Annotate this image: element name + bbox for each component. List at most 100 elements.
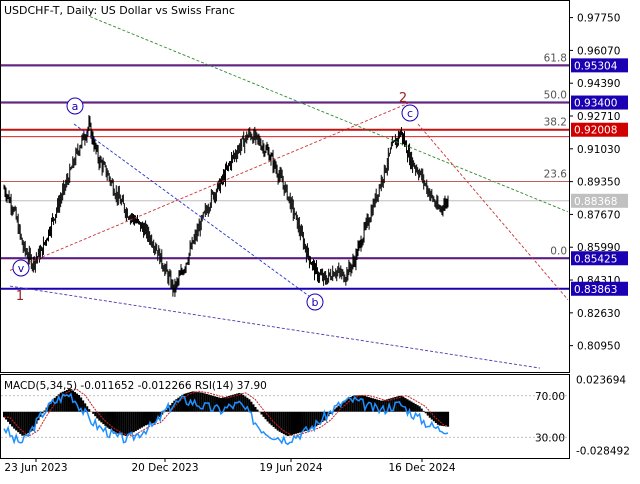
price-tag-label: 0.92008 xyxy=(574,125,617,137)
macd-bar xyxy=(423,411,425,412)
macd-bar xyxy=(431,412,433,420)
header-separator: , xyxy=(59,4,66,17)
macd-bar xyxy=(267,412,269,422)
macd-bar xyxy=(27,412,29,433)
macd-bar xyxy=(435,412,437,423)
fib-label: 0.0 xyxy=(550,245,567,257)
macd-tick-label: -0.028492 xyxy=(576,446,630,458)
macd-bar xyxy=(133,412,135,432)
macd-bar xyxy=(402,397,404,412)
wave-label: 1 xyxy=(16,289,24,304)
price-tag-label: 0.93400 xyxy=(574,98,617,110)
macd-bar xyxy=(19,412,21,434)
macd-bar xyxy=(417,405,419,412)
macd-bar xyxy=(198,392,200,412)
macd-bar xyxy=(447,412,449,427)
rsi-tick-label: 30.00 xyxy=(535,432,565,444)
macd-bar xyxy=(139,412,141,429)
macd-bar xyxy=(263,412,265,417)
macd-bar xyxy=(291,412,293,435)
macd-bar xyxy=(415,404,417,412)
macd-bar xyxy=(104,412,106,426)
fib-label: 50.0 xyxy=(544,90,567,102)
y-tick-label: 0.94390 xyxy=(577,78,620,90)
macd-bar xyxy=(123,412,125,436)
macd-bar xyxy=(11,412,13,427)
macd-bar xyxy=(250,402,252,412)
macd-bar xyxy=(358,395,360,411)
wave-label: v xyxy=(18,262,25,275)
macd-bar xyxy=(42,412,44,414)
fib-label: 23.6 xyxy=(544,169,568,181)
macd-bar xyxy=(427,412,429,416)
macd-bar xyxy=(411,402,413,412)
macd-bar xyxy=(106,412,108,428)
macd-bar xyxy=(277,412,279,431)
y-tick-label: 0.96070 xyxy=(577,45,620,57)
price-tag-label: 0.88368 xyxy=(574,196,617,208)
macd-bar xyxy=(439,412,441,426)
macd-bar xyxy=(68,389,70,412)
timeframe-text: Daily xyxy=(66,4,94,17)
y-tick-label: 0.97750 xyxy=(577,13,620,25)
macd-bar xyxy=(309,412,311,429)
chart-header-symbol: USDCHF-T, Daily: US Dollar vs Swiss Fran… xyxy=(4,4,235,17)
macd-bar xyxy=(295,412,297,434)
macd-bar xyxy=(260,412,262,415)
description-text: US Dollar vs Swiss Franc xyxy=(101,4,235,17)
x-tick-label: 19 Jun 2024 xyxy=(259,462,322,474)
macd-bar xyxy=(425,412,427,414)
macd-bar xyxy=(145,412,147,426)
macd-bar xyxy=(147,412,149,425)
macd-bar xyxy=(307,412,309,430)
macd-bar xyxy=(252,404,254,411)
macd-bar xyxy=(413,403,415,412)
macd-bar xyxy=(141,412,143,428)
macd-bar xyxy=(129,412,131,435)
wave-label: b xyxy=(312,296,319,309)
macd-bar xyxy=(92,412,94,414)
macd-bar xyxy=(135,412,137,431)
macd-bar xyxy=(94,412,96,416)
macd-bar xyxy=(437,412,439,425)
macd-bar xyxy=(293,412,295,435)
price-tag-label: 0.83863 xyxy=(574,284,617,296)
macd-bar xyxy=(360,395,362,411)
macd-bar xyxy=(419,406,421,411)
y-tick-label: 0.91030 xyxy=(577,144,620,156)
wave-label: 2 xyxy=(399,91,407,106)
x-tick-label: 20 Dec 2023 xyxy=(131,462,198,474)
fib-label: 61.8 xyxy=(544,52,567,64)
macd-bar xyxy=(119,412,121,434)
macd-bar xyxy=(25,412,27,435)
macd-bar xyxy=(5,412,7,420)
macd-bar xyxy=(256,410,258,412)
y-tick-label: 0.82630 xyxy=(577,308,620,320)
macd-tick-label: 0.023694 xyxy=(576,374,626,386)
wave-label: c xyxy=(407,107,413,120)
macd-bar xyxy=(338,406,340,412)
y-tick-label: 0.89350 xyxy=(577,177,620,189)
macd-bar xyxy=(265,412,267,419)
macd-bar xyxy=(98,412,100,421)
macd-bar xyxy=(108,412,110,429)
fib-label: 38.2 xyxy=(544,117,567,129)
macd-bar xyxy=(121,412,123,435)
macd-bar xyxy=(125,412,127,436)
macd-bar xyxy=(88,409,90,412)
y-tick-label: 0.92710 xyxy=(577,111,620,123)
wave-label: a xyxy=(72,100,79,113)
macd-bar xyxy=(131,412,133,434)
indicator-title: MACD(5,34,5) -0.011652 -0.012266 RSI(14)… xyxy=(4,380,267,392)
macd-bar xyxy=(17,412,19,432)
macd-bar xyxy=(230,395,232,411)
macd-bar xyxy=(348,398,350,412)
macd-bar xyxy=(137,412,139,430)
macd-bar xyxy=(445,412,447,427)
macd-bar xyxy=(13,412,15,429)
x-tick-label: 23 Jun 2023 xyxy=(4,462,67,474)
macd-bar xyxy=(275,412,277,429)
macd-bar xyxy=(335,407,337,411)
